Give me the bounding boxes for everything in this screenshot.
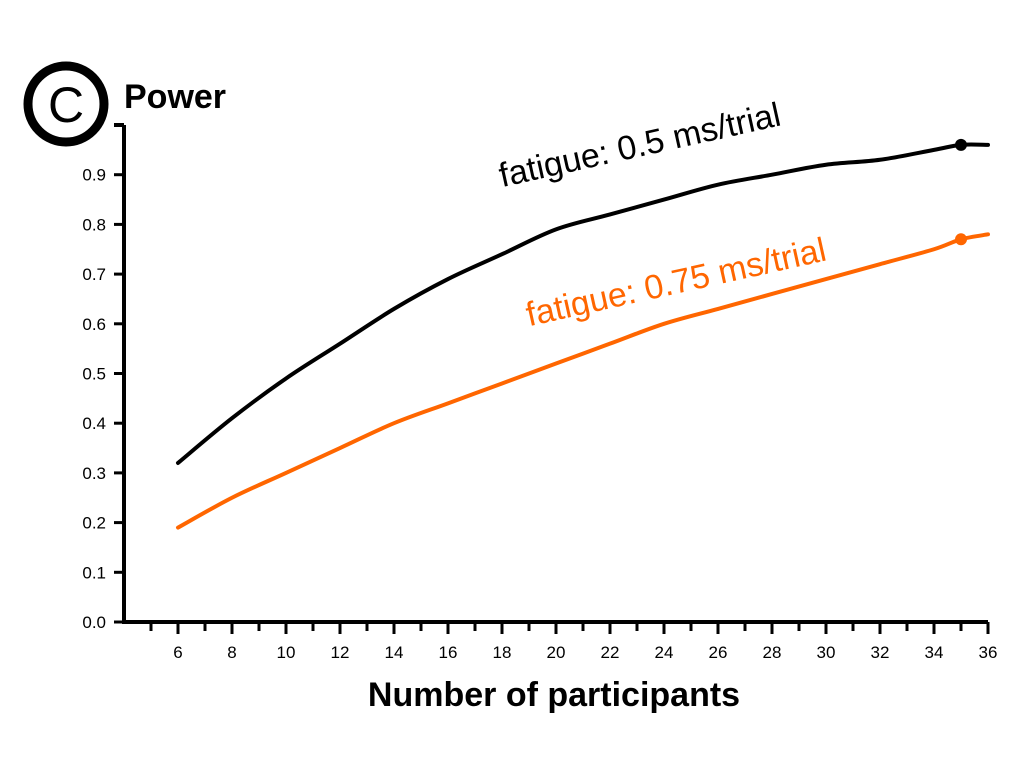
y-tick-label: 0.8 — [82, 215, 106, 234]
x-tick-label: 18 — [493, 643, 512, 662]
x-tick-label: 30 — [817, 643, 836, 662]
x-axis-title: Number of participants — [368, 676, 740, 714]
x-tick-label: 6 — [173, 643, 182, 662]
x-tick-label: 36 — [979, 643, 998, 662]
y-tick-label: 0.3 — [82, 464, 106, 483]
x-tick-label: 22 — [601, 643, 620, 662]
y-tick-label: 0.6 — [82, 315, 106, 334]
panel-letter: C — [48, 77, 84, 133]
series-line-1 — [176, 142, 990, 465]
series-line-2 — [176, 232, 990, 530]
x-tick-label: 26 — [709, 643, 728, 662]
y-tick-label: 0.9 — [82, 166, 106, 185]
x-tick-label: 28 — [763, 643, 782, 662]
x-tick-label: 12 — [331, 643, 350, 662]
series-highlight-point-1 — [955, 138, 967, 151]
x-tick-label: 34 — [925, 643, 944, 662]
x-tick-label: 20 — [547, 643, 566, 662]
x-tick-label: 10 — [277, 643, 296, 662]
x-tick-label: 32 — [871, 643, 890, 662]
series-highlight-point-2 — [955, 233, 967, 246]
y-tick-label: 0.2 — [82, 514, 106, 533]
y-tick-label: 0.1 — [82, 563, 106, 582]
panel-badge-circle — [23, 61, 109, 147]
y-tick-label: 0.0 — [82, 613, 106, 632]
axes: 0.0 0.1 0.2 0.3 0.4 0.5 0.6 0.7 0.8 0.9 6 8 10 12 14 16… — [82, 123, 998, 662]
x-tick-label: 14 — [385, 643, 404, 662]
x-tick-label: 24 — [655, 643, 674, 662]
y-axis-title: Power — [124, 78, 226, 116]
y-tick-label: 0.7 — [82, 265, 106, 284]
x-tick-label: 8 — [227, 643, 236, 662]
x-tick-label: 16 — [439, 643, 458, 662]
y-tick-label: 0.5 — [82, 365, 106, 384]
y-tick-label: 0.4 — [82, 414, 106, 433]
panel-badge: C — [23, 61, 109, 147]
